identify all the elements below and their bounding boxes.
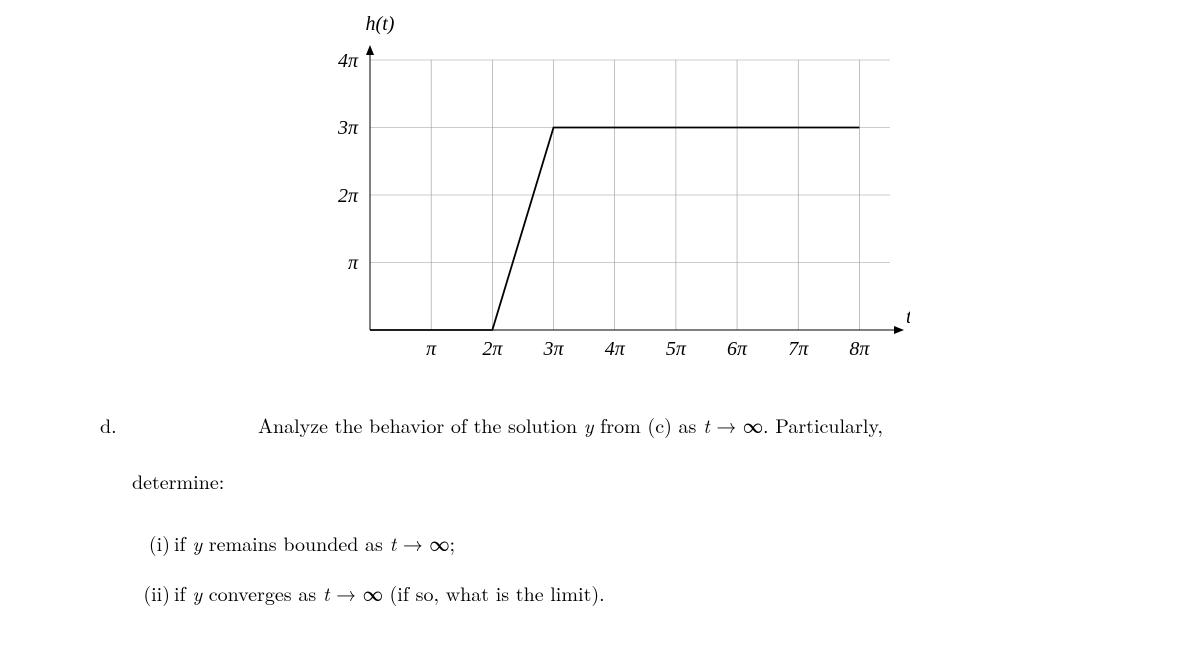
subitem-ii-label: (ii) — [132, 576, 170, 610]
text-mid: from (c) as — [593, 410, 703, 439]
subitem-i-label: (i) — [132, 526, 170, 560]
sub-i-a: if — [174, 528, 192, 557]
y-tick-pi: π — [348, 252, 359, 274]
axes — [366, 45, 904, 334]
chart-svg: π 2π 3π 4π π 2π 3π 4π 5π 6π 7π 8π h(t) t — [310, 5, 910, 365]
text-prefix: Analyze the behavior of the solution — [258, 410, 584, 439]
y-tick-labels: π 2π 3π 4π — [337, 50, 359, 274]
x-tick-6pi: 6π — [727, 338, 748, 360]
subitem-i: (i) if y remains bounded as t → ∞; — [132, 526, 1160, 560]
sub-ii-c: → ∞ (if so, what is the limit). — [330, 578, 605, 607]
chart-container: π 2π 3π 4π π 2π 3π 4π 5π 6π 7π 8π h(t) t — [310, 5, 910, 365]
part-d-text: Analyze the behavior of the solution y f… — [258, 408, 1160, 442]
subitem-ii: (ii) if y converges as t → ∞ (if so, wha… — [132, 576, 1160, 610]
x-tick-8pi: 8π — [849, 338, 870, 360]
x-axis-title: t — [906, 306, 910, 328]
sub-ii-a: if — [174, 578, 192, 607]
determine-line: determine: — [132, 464, 1160, 498]
part-d: d. Analyze the behavior of the solution … — [100, 408, 1160, 442]
x-tick-2pi: 2π — [482, 338, 503, 360]
y-tick-3pi: 3π — [337, 117, 359, 139]
x-tick-pi: π — [426, 338, 437, 360]
part-label: d. — [100, 408, 117, 442]
sub-ii-y: y — [192, 578, 202, 607]
y-tick-4pi: 4π — [338, 50, 359, 72]
x-tick-5pi: 5π — [666, 338, 687, 360]
sub-ii-b: converges as — [202, 578, 323, 607]
text-arrow: → ∞. Particularly, — [710, 410, 883, 439]
variable-t: t — [703, 410, 710, 439]
sub-i-y: y — [192, 528, 202, 557]
y-axis-title: h(t) — [366, 13, 395, 35]
x-tick-4pi: 4π — [605, 338, 626, 360]
sub-i-c: → ∞; — [396, 528, 455, 557]
sublist: (i) if y remains bounded as t → ∞; (ii) … — [132, 526, 1160, 610]
y-tick-2pi: 2π — [338, 185, 359, 207]
x-tick-labels: π 2π 3π 4π 5π 6π 7π 8π — [426, 338, 870, 360]
question-body: d. Analyze the behavior of the solution … — [100, 408, 1160, 626]
x-tick-3pi: 3π — [543, 338, 565, 360]
sub-i-b: remains bounded as — [202, 528, 390, 557]
grid — [370, 60, 890, 330]
sub-ii-t: t — [323, 578, 330, 607]
x-tick-7pi: 7π — [788, 338, 809, 360]
